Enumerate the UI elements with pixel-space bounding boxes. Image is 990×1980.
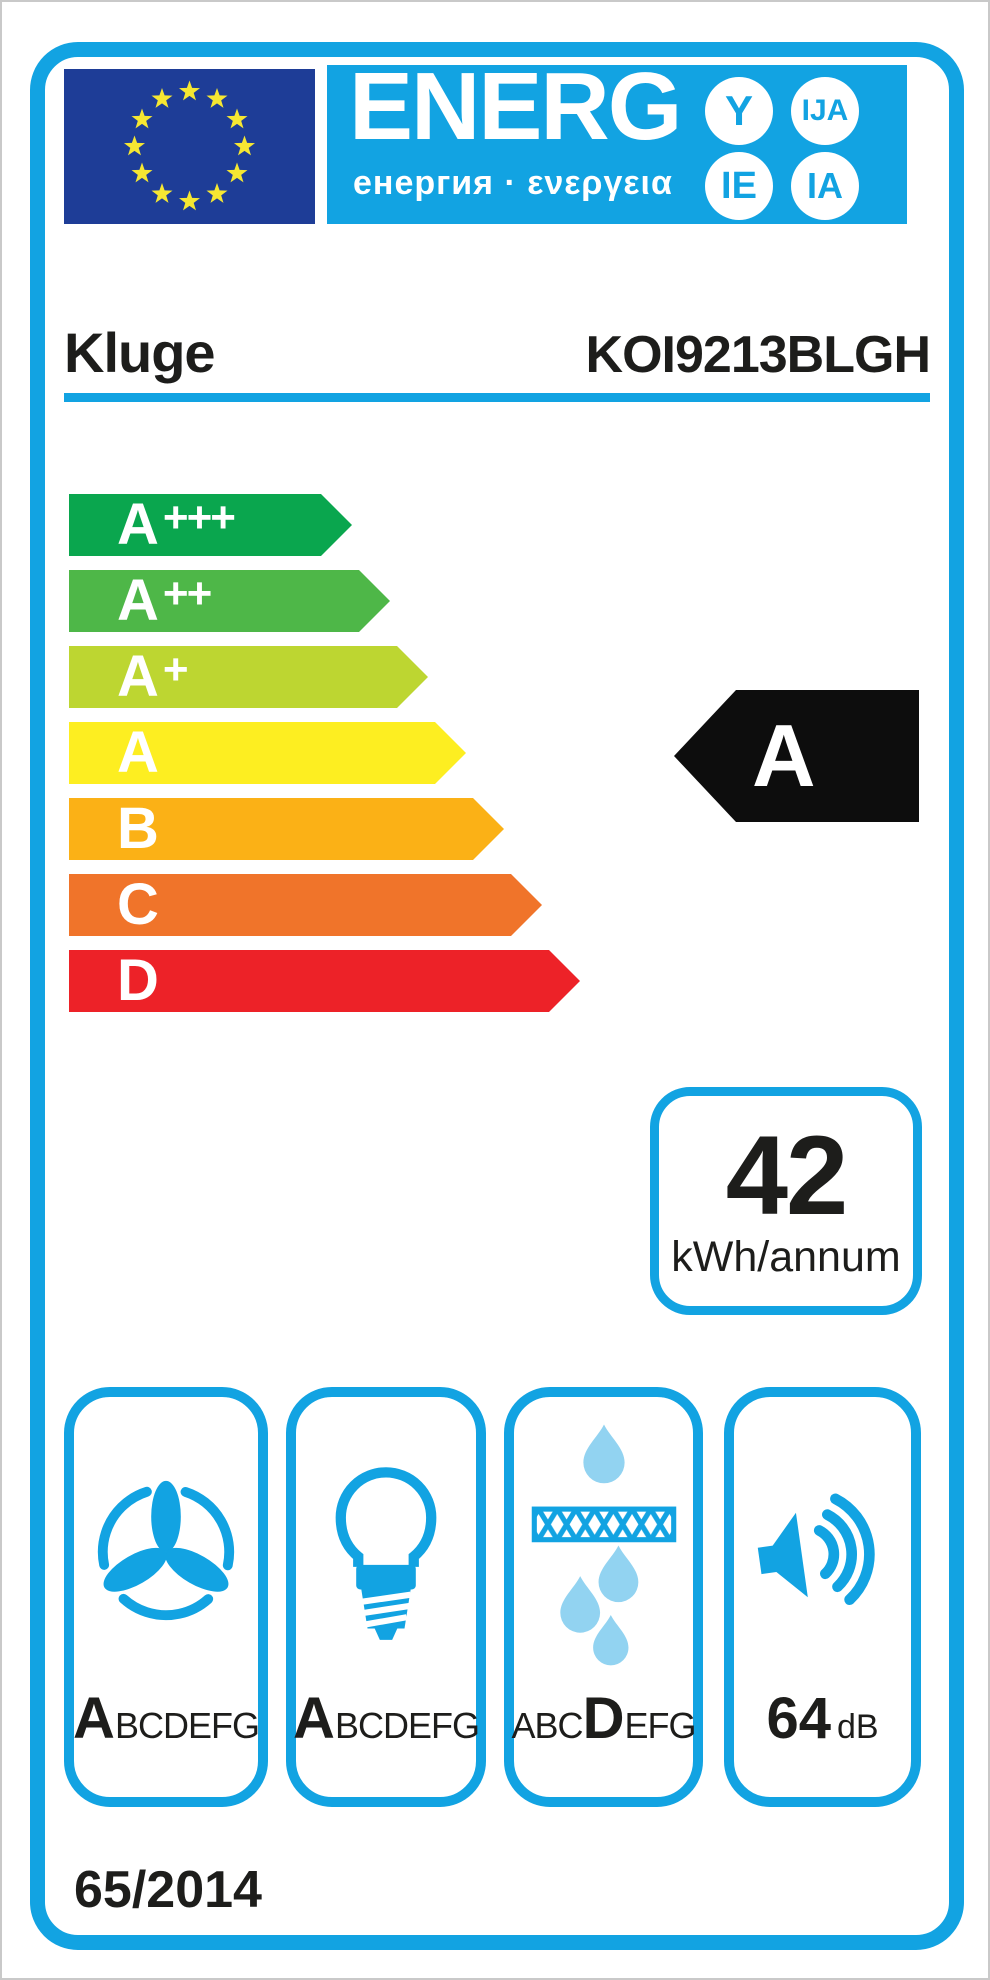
regulation-number: 65/2014	[74, 1861, 262, 1919]
model-number: KOI9213BLGH	[585, 326, 931, 384]
scale-grade: D	[117, 948, 159, 1013]
header-divider	[64, 393, 930, 402]
energy-logo-subtext: енергия · ενεργεια	[353, 164, 673, 202]
metric-noise-level: 64 dB	[724, 1387, 921, 1807]
scale-grade: A	[117, 568, 159, 633]
noise-value: 64	[766, 1686, 831, 1751]
energy-consumption-unit: kWh/annum	[671, 1233, 901, 1282]
speaker-icon	[757, 1493, 875, 1606]
metric-fluid-dynamic-efficiency: A BCDEFG	[64, 1387, 268, 1807]
energy-suffix-badge-ie: IE	[705, 152, 773, 220]
scale-grade: B	[117, 796, 159, 861]
scale-grade: A	[117, 492, 159, 557]
scale-arrow-d: D	[69, 950, 580, 1012]
scale-grade: A	[117, 644, 159, 709]
metric-grade-pre: ABC	[511, 1705, 584, 1746]
scale-grade-suffix: ++	[162, 569, 211, 618]
eu-stars-icon	[124, 80, 255, 211]
energy-consumption-box: 42 kWh/annum	[650, 1087, 922, 1315]
scale-arrow-a: A	[69, 722, 466, 784]
scale-arrow-a-plus: A +	[69, 646, 428, 708]
label-frame	[30, 42, 964, 1950]
metric-lighting-efficiency: A BCDEFG	[286, 1387, 486, 1807]
energy-logo: ENERG енергия · ενεργεια Y IJA IE IA	[327, 56, 907, 224]
scale-grade-suffix: +++	[162, 493, 234, 542]
scale-arrow-b: B	[69, 798, 504, 860]
metric-grease-filtering-efficiency: ABC D EFG	[504, 1387, 703, 1807]
scale-arrow-a-plus-plus: A ++	[69, 570, 390, 632]
metric-grade-rest: EFG	[624, 1705, 696, 1746]
bulb-icon	[335, 1466, 437, 1640]
noise-unit: dB	[836, 1708, 879, 1746]
rating-grade: A	[752, 706, 816, 805]
scale-arrow-a-plus-plus-plus: A +++	[69, 494, 352, 556]
metric-grade-rest: BCDEFG	[334, 1705, 480, 1746]
scale-arrow-c: C	[69, 874, 542, 936]
scale-grade-suffix: +	[162, 645, 187, 694]
energy-suffix-badge-ija: IJA	[791, 77, 859, 145]
droplets-filter-icon	[531, 1424, 676, 1666]
fan-icon	[97, 1480, 235, 1621]
scale-grade: C	[117, 872, 159, 937]
metric-grade-rest: BCDEFG	[114, 1705, 260, 1746]
energy-suffix-badge-y: Y	[705, 77, 773, 145]
energy-logo-text: ENERG	[349, 53, 682, 160]
scale-grade: A	[117, 720, 159, 785]
brand-row: Kluge KOI9213BLGH	[64, 320, 931, 385]
metric-grade: D	[582, 1686, 625, 1751]
eu-flag	[64, 69, 315, 224]
metric-noise-label: 64 dB	[734, 1685, 911, 1765]
brand-name: Kluge	[64, 321, 216, 384]
energy-consumption-value: 42	[725, 1113, 849, 1239]
metric-grade: A	[73, 1686, 115, 1751]
energy-suffix-badge-ia: IA	[791, 152, 859, 220]
metric-grade: A	[293, 1686, 335, 1751]
rating-arrow: A	[674, 690, 919, 822]
